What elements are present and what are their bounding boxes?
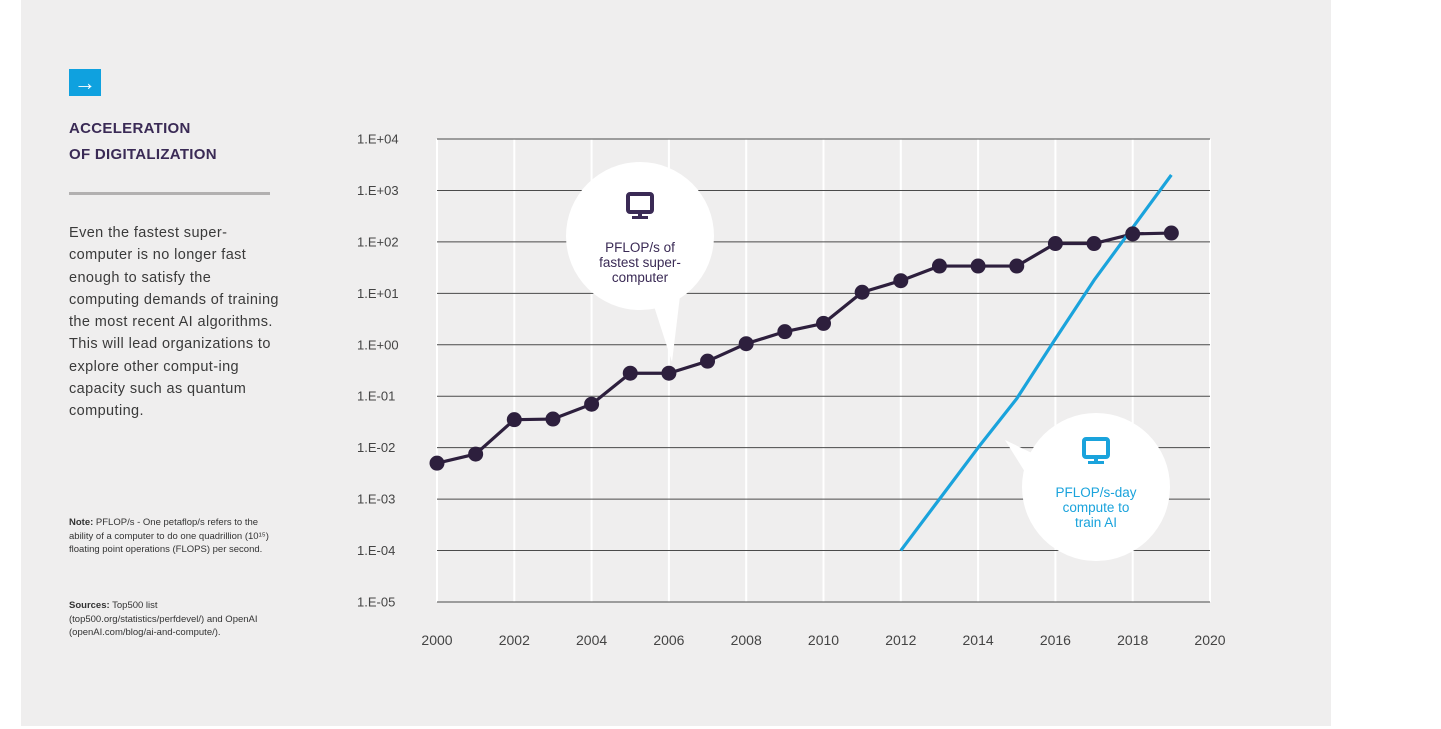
monitor-icon	[1082, 437, 1110, 464]
data-point-supercomputer	[622, 365, 638, 381]
callout-bubble	[566, 162, 714, 310]
y-tick-label: 1.E-05	[357, 595, 395, 610]
y-tick-label: 1.E-01	[357, 389, 395, 404]
x-tick-label: 2010	[808, 632, 839, 648]
x-tick-label: 2020	[1194, 632, 1225, 648]
title-line-1: ACCELERATION	[69, 120, 191, 137]
arrow-icon: →	[69, 69, 101, 96]
series	[429, 174, 1179, 552]
y-tick-label: 1.E-04	[357, 543, 395, 558]
y-tick-label: 1.E-03	[357, 492, 395, 507]
callout-label: PFLOP/s-day compute to train AI	[1055, 485, 1136, 530]
data-point-supercomputer	[661, 365, 677, 381]
data-point-supercomputer	[700, 353, 716, 369]
data-point-supercomputer	[893, 273, 909, 289]
y-tick-label: 1.E+02	[357, 234, 399, 249]
data-point-supercomputer	[970, 258, 986, 274]
x-tick-label: 2004	[576, 632, 607, 648]
description-text: Even the fastest super-computer is no lo…	[69, 225, 279, 420]
y-tick-label: 1.E-02	[357, 440, 395, 455]
data-point-supercomputer	[584, 396, 600, 412]
data-point-supercomputer	[1009, 258, 1025, 274]
sources-label: Sources:	[69, 600, 110, 611]
data-point-supercomputer	[738, 336, 754, 352]
callout-pointer	[652, 296, 680, 362]
monitor-icon	[626, 192, 654, 219]
y-axis-ticks: 1.E+04 1.E+03 1.E+02 1.E+01 1.E+00 1.E-01 1.E-…	[357, 132, 399, 610]
y-tick-label: 1.E+01	[357, 286, 399, 301]
x-tick-label: 2018	[1117, 632, 1148, 648]
callout-bubble	[1022, 413, 1170, 561]
title-line-2: OF DIGITALIZATION	[69, 146, 217, 163]
series-line-ai	[899, 174, 1173, 552]
x-tick-label: 2006	[653, 632, 684, 648]
data-point-supercomputer	[854, 284, 870, 300]
data-point-supercomputer	[816, 315, 831, 331]
y-tick-label: 1.E+04	[357, 132, 399, 147]
data-point-supercomputer	[1047, 236, 1063, 252]
callout-label: PFLOP/s of fastest super-computer	[599, 240, 681, 285]
infographic-panel	[21, 0, 1331, 726]
x-axis-ticks: 2000 2002 2004 2006 2008 2010 2012 2014 2016 2018…	[421, 632, 1225, 648]
note-text: PFLOP/s - One petaflop/s refers to the a…	[69, 517, 269, 555]
x-tick-label: 2014	[963, 632, 994, 648]
x-tick-label: 2016	[1040, 632, 1071, 648]
x-tick-label: 2008	[731, 632, 762, 648]
callout-ai: PFLOP/s-day compute to train AI	[1005, 413, 1170, 561]
callout-super: PFLOP/s of fastest super-computer	[566, 162, 714, 362]
data-point-supercomputer	[931, 258, 947, 274]
y-tick-label: 1.E+03	[357, 183, 399, 198]
data-point-supercomputer	[429, 455, 445, 471]
data-point-supercomputer	[468, 446, 484, 462]
data-point-supercomputer	[545, 411, 561, 427]
y-tick-label: 1.E+00	[357, 337, 399, 352]
x-tick-label: 2002	[499, 632, 530, 648]
data-point-supercomputer	[777, 324, 793, 340]
sources: Sources: Top500 list (top500.org/statist…	[69, 599, 269, 640]
section-title: ACCELERATION OF DIGITALIZATION	[69, 116, 309, 168]
data-point-supercomputer	[506, 412, 522, 428]
data-point-supercomputer	[1163, 225, 1179, 241]
note-label: Note:	[69, 517, 94, 528]
data-point-supercomputer	[1086, 236, 1102, 252]
x-tick-label: 2012	[885, 632, 916, 648]
callouts: PFLOP/s of fastest super-computer PFLOP/s-…	[566, 162, 1170, 561]
note: Note: PFLOP/s - One petaflop/s refers to…	[69, 516, 279, 557]
sources-text: Top500 list (top500.org/statistics/perfd…	[69, 600, 258, 638]
data-point-supercomputer	[1125, 226, 1141, 242]
x-tick-label: 2000	[421, 632, 452, 648]
title-divider	[69, 192, 270, 195]
